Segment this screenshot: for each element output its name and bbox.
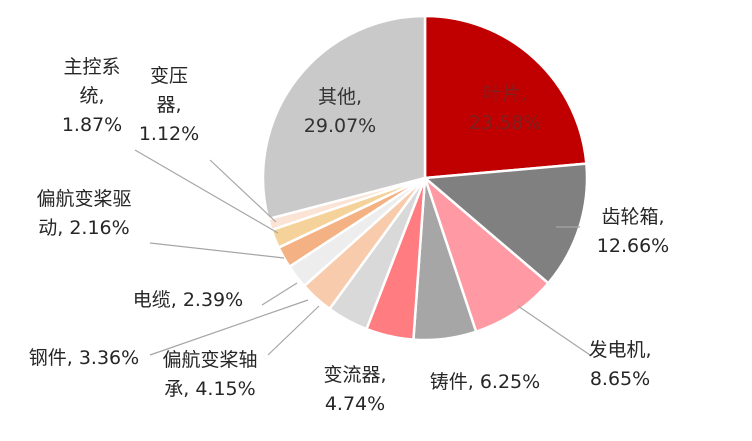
pie-slice-11: [261, 14, 427, 221]
data-label-line: 电缆, 2.39%: [133, 289, 243, 311]
data-label-line: 12.66%: [597, 235, 669, 257]
data-label-line: 铸件, 6.25%: [430, 371, 540, 393]
data-label-line: 承, 4.15%: [164, 378, 255, 400]
data-label-line: 偏航变桨驱: [36, 188, 131, 210]
leader-line-10: [209, 159, 277, 223]
data-label-6: 钢件, 3.36%: [29, 347, 139, 369]
data-label-9: 主控系统, 1.87%: [62, 56, 122, 136]
data-label-4: 变流器, 4.74%: [323, 364, 386, 415]
data-label-line: 变流器,: [323, 364, 386, 386]
data-label-line: 1.87%: [62, 114, 122, 136]
data-label-line: 主控系: [63, 56, 120, 78]
data-labels: 叶片, 23.58% 齿轮箱, 12.66% 发电机, 8.65% 铸件, 6.25% 变流器…: [29, 56, 669, 415]
data-label-line: 1.12%: [139, 123, 199, 145]
data-label-line: 器,: [156, 94, 181, 116]
data-label-line: 齿轮箱,: [601, 206, 664, 228]
data-label-line: 偏航变桨轴: [162, 349, 257, 371]
data-label-line: 动, 2.16%: [38, 217, 129, 239]
leader-line-7: [261, 282, 298, 306]
data-label-3: 铸件, 6.25%: [430, 371, 540, 393]
data-label-line: 发电机,: [588, 339, 651, 361]
data-label-1: 齿轮箱, 12.66%: [597, 206, 669, 257]
leader-lines: [134, 149, 591, 356]
data-label-line: 其他,: [318, 86, 362, 108]
pie-slice-2: [422, 174, 551, 334]
data-label-line: 4.74%: [325, 393, 385, 415]
leader-line-8: [149, 242, 285, 259]
data-label-line: 钢件, 3.36%: [29, 347, 139, 369]
leader-line-2: [517, 305, 591, 356]
data-label-8: 偏航变桨驱动, 2.16%: [36, 188, 131, 239]
data-label-2: 发电机, 8.65%: [588, 339, 651, 390]
pie-slice-0: [423, 14, 588, 180]
data-label-line: 8.65%: [590, 368, 650, 390]
leader-line-5: [267, 305, 320, 356]
data-label-line: 23.58%: [469, 112, 541, 134]
data-label-line: 叶片,: [483, 83, 527, 105]
data-label-5: 偏航变桨轴承, 4.15%: [162, 349, 257, 400]
data-label-7: 电缆, 2.39%: [133, 289, 243, 311]
data-label-line: 变压: [150, 65, 188, 87]
leader-line-6: [149, 299, 309, 356]
data-label-10: 变压器, 1.12%: [139, 65, 199, 145]
data-label-11: 其他, 29.07%: [304, 86, 376, 137]
data-label-0: 叶片, 23.58%: [469, 83, 541, 134]
leader-line-9: [134, 149, 279, 234]
data-label-line: 29.07%: [304, 115, 376, 137]
data-label-line: 统,: [79, 85, 104, 107]
pie-slices: [261, 14, 589, 342]
